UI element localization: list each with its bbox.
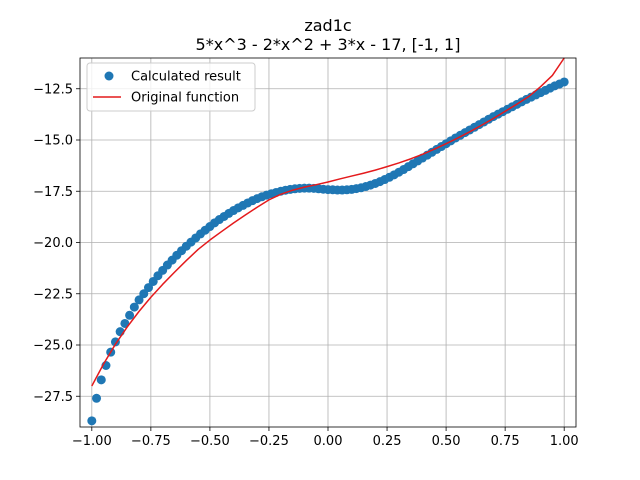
x-tick-label: 1.00 bbox=[550, 434, 579, 449]
x-axis: −1.00 −0.75 −0.50 −0.25 0.00 0.25 0.50 0.75 1.00 bbox=[72, 427, 579, 449]
y-axis: −27.5 −25.0 −22.5 −20.0 −17.5 −15.0 −12.5 bbox=[33, 82, 80, 405]
legend: Calculated result Original function bbox=[86, 62, 256, 112]
y-tick-label: −25.0 bbox=[33, 339, 73, 354]
x-tick-label: 0.50 bbox=[432, 434, 461, 449]
data-point bbox=[96, 375, 106, 385]
legend-marker-calculated-result bbox=[104, 71, 114, 81]
data-point bbox=[129, 302, 139, 312]
chart-title: zad1c bbox=[304, 16, 351, 35]
legend-label-calculated-result: Calculated result bbox=[131, 70, 241, 85]
x-tick-label: −1.00 bbox=[72, 434, 112, 449]
data-point bbox=[559, 77, 569, 87]
data-point bbox=[87, 416, 97, 426]
data-point bbox=[134, 295, 144, 305]
x-tick-label: −0.75 bbox=[131, 434, 171, 449]
data-point bbox=[92, 393, 102, 403]
x-tick-label: −0.25 bbox=[249, 434, 289, 449]
y-tick-label: −15.0 bbox=[33, 134, 73, 149]
legend-box bbox=[86, 62, 256, 112]
data-point bbox=[125, 310, 135, 320]
data-point bbox=[139, 289, 149, 299]
y-tick-label: −17.5 bbox=[33, 185, 73, 200]
y-tick-label: −20.0 bbox=[33, 236, 73, 251]
x-tick-label: 0.25 bbox=[373, 434, 402, 449]
data-point bbox=[120, 318, 130, 328]
y-tick-label: −12.5 bbox=[33, 82, 73, 97]
x-tick-label: 0.00 bbox=[314, 434, 343, 449]
data-point bbox=[144, 283, 153, 293]
x-tick-label: 0.75 bbox=[491, 434, 520, 449]
y-tick-label: −22.5 bbox=[33, 287, 73, 302]
legend-label-original-function: Original function bbox=[131, 91, 239, 106]
line-series-layer bbox=[91, 57, 565, 387]
chart-subtitle: 5*x^3 - 2*x^2 + 3*x - 17, [-1, 1] bbox=[196, 35, 461, 54]
series-line-original-function bbox=[91, 57, 565, 387]
y-tick-label: −27.5 bbox=[33, 390, 73, 405]
x-tick-label: −0.50 bbox=[190, 434, 230, 449]
